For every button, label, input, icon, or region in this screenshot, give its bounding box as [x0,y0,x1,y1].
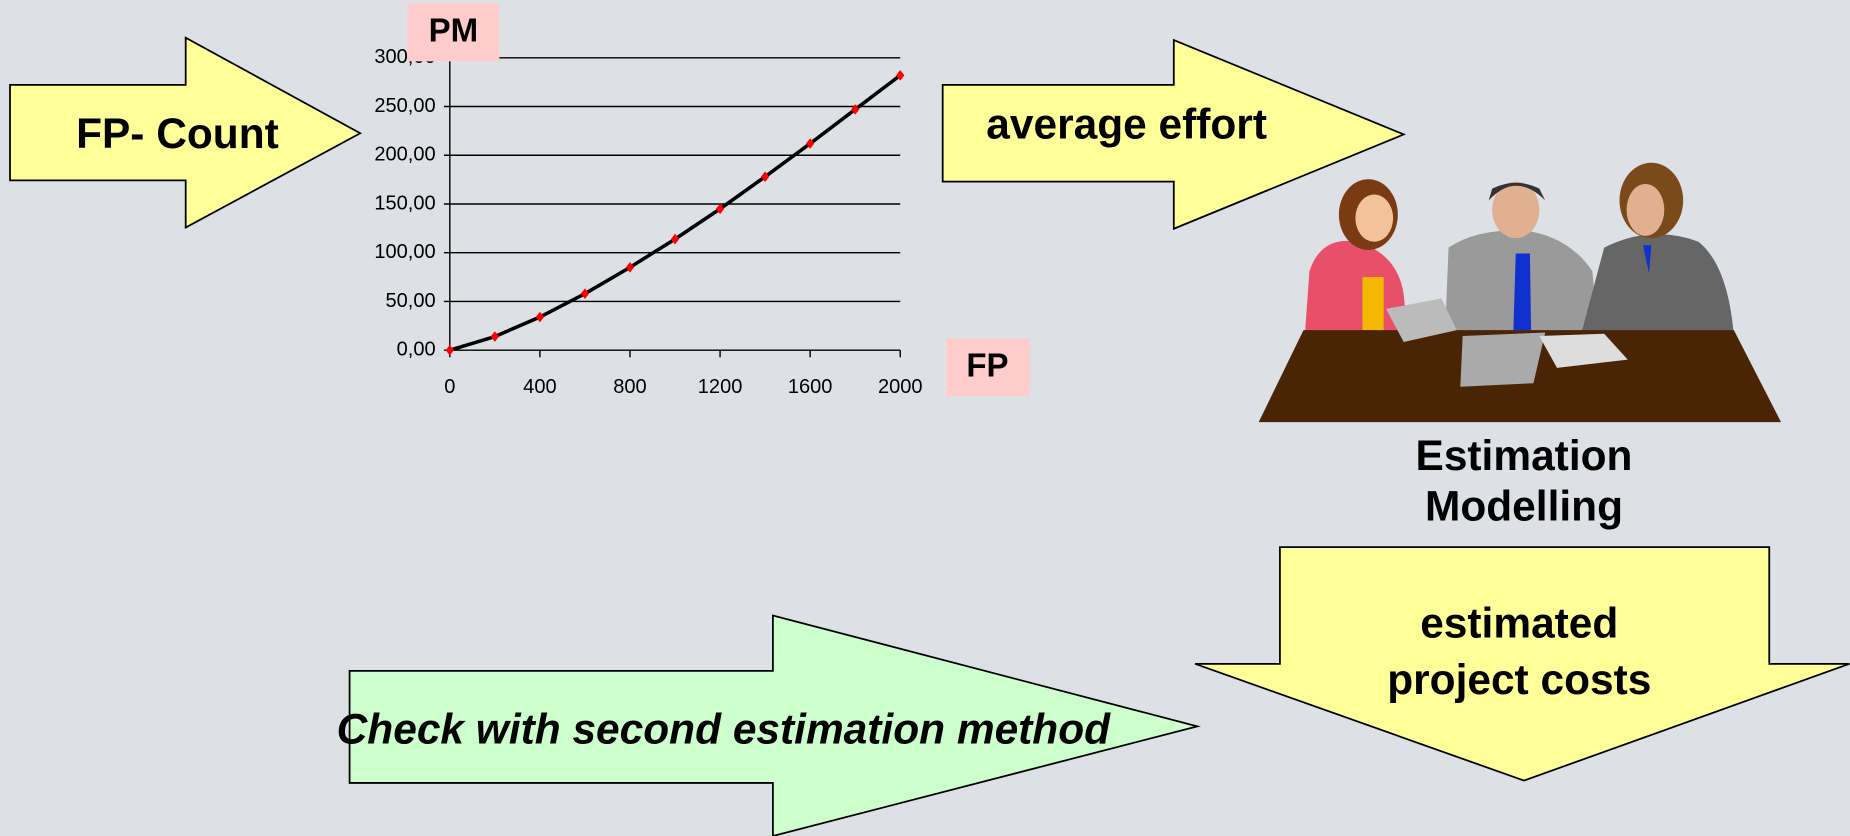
x-tick-label: 0 [444,376,455,398]
x-tick-label: 800 [613,376,646,398]
check-label: Check with second estimation method [337,705,1112,752]
x-tick-label: 2000 [878,376,923,398]
model-label: Estimation [1416,432,1633,479]
output-label: average effort [986,101,1267,148]
y-tick-label: 200,00 [374,144,435,166]
slide: FP- Count average effort estimated proje… [0,0,1850,836]
y-tick-label: 100,00 [374,241,435,263]
input-label: FP- Count [76,110,279,157]
y-axis-label: PM [429,12,479,49]
y-tick-label: 0,00 [397,338,436,360]
result-label: project costs [1387,656,1651,703]
x-tick-label: 1600 [788,376,833,398]
page: {"chart_data": {"type": "line", "x_label… [0,0,1850,836]
result-label: estimated [1420,599,1618,646]
y-tick-label: 50,00 [386,290,436,312]
x-axis-label: FP [966,347,1008,384]
x-tick-label: 400 [523,376,556,398]
model-label: Modelling [1425,483,1623,530]
x-tick-label: 1200 [698,376,743,398]
y-tick-label: 250,00 [374,95,435,117]
y-tick-label: 150,00 [374,192,435,214]
